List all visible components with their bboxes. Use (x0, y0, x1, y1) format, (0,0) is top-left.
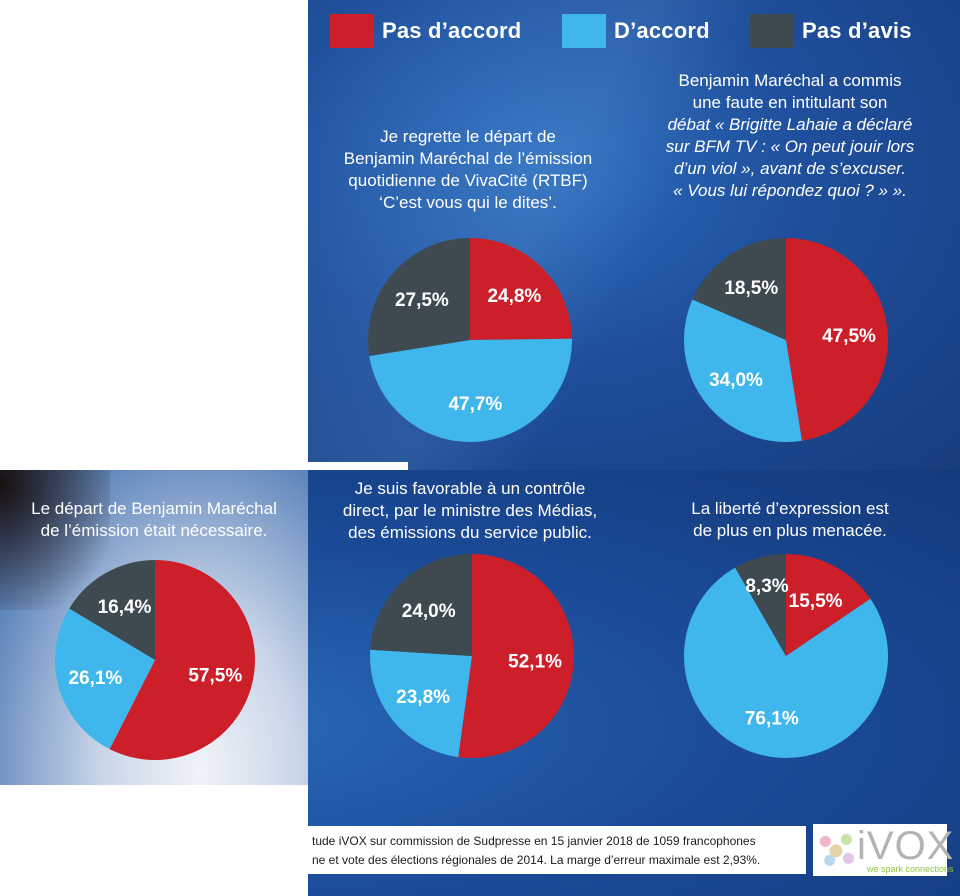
ivox-logo: iVOX we spark connections (813, 824, 954, 876)
blank-strip (0, 462, 408, 470)
pie-slice-label: 47,7% (448, 394, 502, 415)
question-5-line: La liberté d’expression est (691, 499, 889, 518)
question-3-line: Le départ de Benjamin Maréchal (31, 499, 277, 518)
pie-slice-label: 16,4% (98, 597, 152, 618)
footer-line-1: tude iVOX sur commission de Sudpresse en… (312, 834, 756, 848)
question-5-line: de plus en plus menacée. (693, 521, 887, 540)
pie-slice (369, 649, 472, 758)
pie-slice-label: 8,3% (745, 576, 788, 597)
legend-label-d-accord: D’accord (614, 18, 710, 43)
pie-slice-label: 24,8% (487, 286, 541, 307)
pie-slice (370, 554, 472, 656)
question-2-line: une faute en intitulant son (692, 93, 888, 112)
pie-chart-4: 52,1% 23,8% 24,0% (369, 554, 574, 758)
question-1-line: Benjamin Maréchal de l’émission (343, 149, 593, 168)
legend-item-pas-d-accord: Pas d’accord (330, 14, 521, 48)
pie-slice (55, 608, 155, 750)
question-1-line: Je regrette le départ de (380, 127, 556, 146)
pie-slice (786, 238, 888, 441)
pie-slice-label: 52,1% (508, 651, 562, 672)
legend-swatch-pas-d-avis (750, 14, 794, 48)
question-2: Benjamin Maréchal a commis une faute en … (640, 70, 940, 202)
pie-slice (470, 238, 572, 340)
question-3: Le départ de Benjamin Maréchal de l’émis… (4, 498, 304, 542)
pie-slice-label: 26,1% (68, 668, 122, 689)
question-2-line: Benjamin Maréchal a commis (678, 71, 902, 90)
question-2-line: « Vous lui répondez quoi ? » ». (673, 181, 907, 200)
footer-line-2: ne et vote des élections régionales de 2… (312, 853, 761, 867)
question-4-line: direct, par le ministre des Médias, (342, 501, 598, 520)
pie-chart-1: 24,8% 47,7% 27,5% (368, 238, 572, 442)
legend: Pas d’accord D’accord Pas d’avis (330, 14, 950, 48)
pie-slice-label: 27,5% (395, 290, 449, 311)
question-1-line: ‘C’est vous qui le dites’. (379, 193, 557, 212)
legend-swatch-pas-d-accord (330, 14, 374, 48)
question-1: Je regrette le départ de Benjamin Maréch… (318, 126, 618, 214)
pie-slice (109, 560, 256, 760)
pie-slice (684, 567, 889, 759)
question-2-line: d’un viol », avant de s’excuser. (674, 159, 906, 178)
pie-slice-label: 23,8% (396, 687, 450, 708)
pie-chart-5: 15,5% 76,1% 8,3% (684, 554, 889, 759)
pie-slice-label: 15,5% (789, 591, 843, 612)
pie-chart-3: 57,5% 26,1% 16,4% (55, 560, 256, 760)
question-2-line: sur BFM TV : « On peut jouir lors (665, 137, 915, 156)
question-4: Je suis favorable à un contrôle direct, … (320, 478, 620, 544)
question-1-line: quotidienne de VivaCité (RTBF) (348, 171, 588, 190)
pie-slice (458, 554, 574, 758)
legend-item-pas-d-avis: Pas d’avis (750, 14, 912, 48)
pie-slice (735, 554, 786, 656)
blank-area-top-left (0, 0, 308, 462)
pie-slice-label: 76,1% (745, 709, 799, 730)
pie-slice-label: 34,0% (709, 370, 763, 391)
legend-item-d-accord: D’accord (562, 14, 710, 48)
legend-swatch-d-accord (562, 14, 606, 48)
pie-slice (69, 560, 155, 660)
logo-tagline: we spark connections (867, 864, 954, 874)
legend-label-pas-d-accord: Pas d’accord (382, 18, 522, 43)
pie-slice (684, 299, 802, 442)
pie-slice-label: 47,5% (822, 326, 876, 347)
pie-slice (368, 238, 470, 356)
pie-slice (692, 238, 786, 340)
pie-slice (786, 554, 871, 656)
footer-note: tude iVOX sur commission de Sudpresse en… (308, 826, 806, 874)
question-3-line: de l’émission était nécessaire. (40, 521, 268, 540)
logo-dots-icon (817, 830, 859, 868)
legend-label-pas-d-avis: Pas d’avis (802, 18, 912, 43)
pie-chart-2: 47,5% 34,0% 18,5% (684, 238, 888, 442)
pie-slice (369, 338, 572, 442)
question-5: La liberté d’expression est de plus en p… (640, 498, 940, 542)
pie-slice-label: 24,0% (402, 601, 456, 622)
pie-slice-label: 18,5% (724, 278, 778, 299)
question-4-line: des émissions du service public. (348, 523, 592, 542)
blank-area-bottom-left (0, 785, 308, 896)
question-4-line: Je suis favorable à un contrôle (354, 479, 586, 498)
pie-slice-label: 57,5% (188, 666, 242, 687)
logo-text: iVOX (857, 824, 955, 868)
question-2-line: débat « Brigitte Lahaie a déclaré (667, 115, 913, 134)
